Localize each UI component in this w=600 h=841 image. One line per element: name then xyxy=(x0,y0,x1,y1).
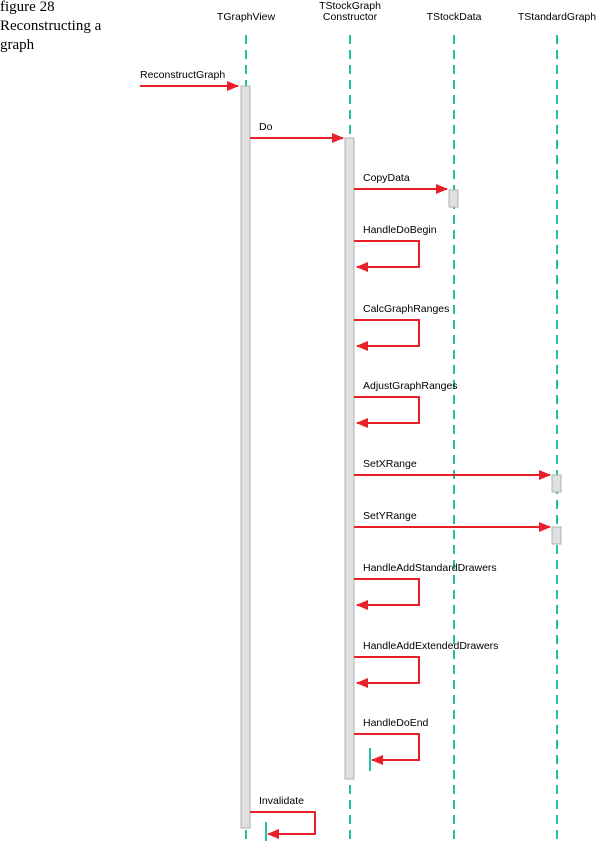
self-message-arrow xyxy=(354,319,420,351)
message-label: HandleAddExtendedDrawers xyxy=(363,640,498,652)
message-label: AdjustGraphRanges xyxy=(363,380,458,392)
self-message-arrow xyxy=(354,578,420,610)
message-label: CopyData xyxy=(363,172,410,184)
self-message-arrow xyxy=(250,811,316,839)
lifeline-name: TStockGraph xyxy=(319,0,381,12)
caption-line: figure 28 xyxy=(0,0,55,15)
message-label: HandleAddStandardDrawers xyxy=(363,562,497,574)
lifeline-name: TStandardGraph xyxy=(518,11,596,23)
message-label: Invalidate xyxy=(259,795,304,807)
activation xyxy=(448,189,459,208)
message-label: SetXRange xyxy=(363,458,417,470)
lifeline-name: TGraphView xyxy=(217,11,276,23)
activation xyxy=(551,526,562,545)
self-message-arrow xyxy=(354,733,420,765)
message-label: ReconstructGraph xyxy=(140,69,225,81)
activation xyxy=(551,474,562,493)
message-label: Do xyxy=(259,121,273,133)
activation xyxy=(240,85,251,829)
self-message-arrow xyxy=(354,656,420,688)
self-message-arrow xyxy=(354,240,420,272)
lifeline-name: TStockData xyxy=(427,11,482,23)
activation xyxy=(344,137,355,780)
message-label: HandleDoBegin xyxy=(363,224,437,236)
self-message-arrow xyxy=(354,396,420,428)
lifeline-name: Constructor xyxy=(323,11,378,23)
caption-line: graph xyxy=(0,37,35,53)
message-label: CalcGraphRanges xyxy=(363,303,449,315)
message-label: HandleDoEnd xyxy=(363,717,429,729)
message-label: SetYRange xyxy=(363,510,417,522)
caption-line: Reconstructing a xyxy=(0,18,102,34)
